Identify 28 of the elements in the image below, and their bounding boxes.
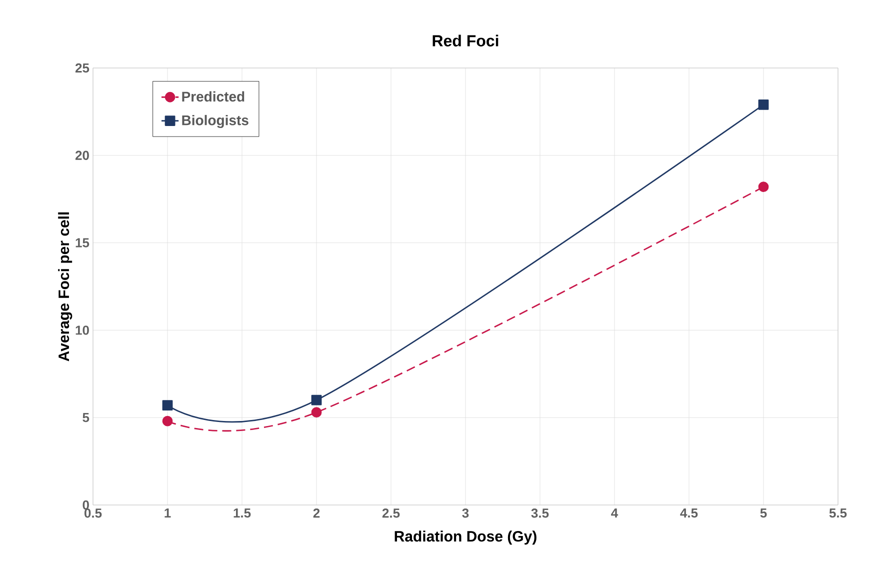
legend-label: Predicted <box>182 91 244 102</box>
y-tick-label: 15 <box>76 238 90 248</box>
y-axis-title: Average Foci per cell <box>58 212 72 362</box>
point <box>162 416 173 426</box>
point <box>311 394 322 406</box>
x-tick-label: 2.5 <box>382 508 400 518</box>
y-tick-label: 10 <box>76 326 89 335</box>
y-tick-label: 20 <box>75 150 89 160</box>
y-tick-label: 25 <box>75 63 90 73</box>
point <box>758 182 769 192</box>
x-tick-label: 1 <box>164 508 171 518</box>
x-tick-label: 4.5 <box>680 508 698 518</box>
x-tick-label: 2 <box>313 508 320 518</box>
x-tick-label: 5 <box>760 508 767 518</box>
point <box>311 407 322 418</box>
x-tick-label: 5.5 <box>829 508 847 518</box>
legend-label: Biologists <box>182 114 248 128</box>
point <box>162 400 173 411</box>
point <box>758 100 769 110</box>
chart-title: Red Foci <box>432 34 498 46</box>
y-tick-label: 0 <box>82 500 89 510</box>
x-axis-title: Radiation Dose (Gy) <box>394 530 536 545</box>
x-tick-label: 4 <box>611 508 618 518</box>
x-tick-label: 3 <box>462 508 469 518</box>
x-tick-label: 1.5 <box>234 508 251 518</box>
x-tick-label: 3.5 <box>531 508 549 518</box>
x-tick-label: 0.5 <box>84 508 102 518</box>
y-tick-label: 5 <box>82 413 90 422</box>
